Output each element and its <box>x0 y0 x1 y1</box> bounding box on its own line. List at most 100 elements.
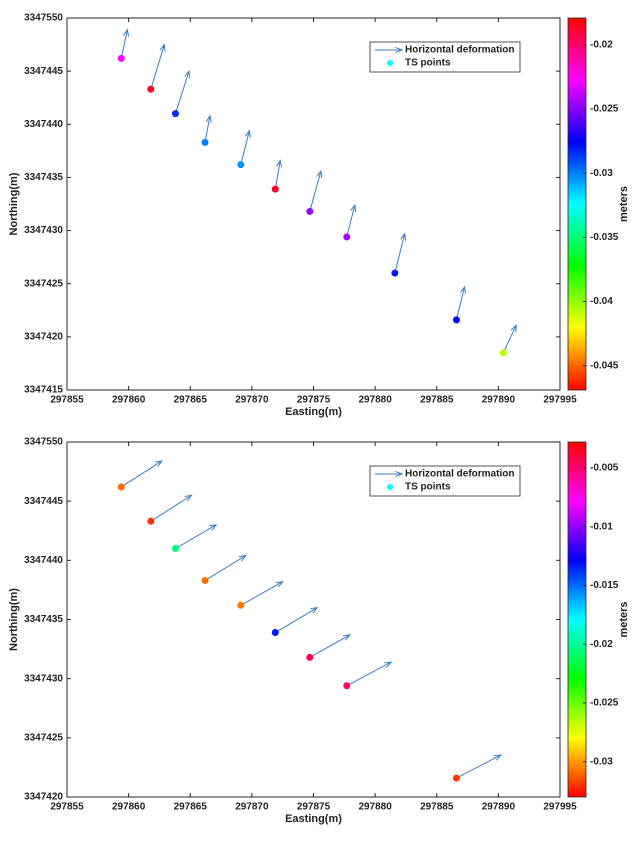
x-tick-label: 297875 <box>297 802 331 813</box>
arrow-shaft <box>346 661 392 687</box>
x-tick-label: 297890 <box>482 802 516 813</box>
y-tick-label: 3347430 <box>24 673 63 684</box>
arrow-head <box>510 323 517 333</box>
y-tick-label: 3347445 <box>24 66 63 77</box>
ts-point <box>343 682 351 690</box>
arrow-shaft <box>150 494 192 522</box>
ts-point <box>237 601 245 609</box>
arrow-head <box>342 634 352 641</box>
arrow-shaft <box>309 170 322 212</box>
x-tick-label: 297870 <box>235 802 269 813</box>
y-tick-label: 3347420 <box>24 792 63 803</box>
x-tick-label: 297875 <box>297 395 331 406</box>
arrow-head <box>350 203 357 213</box>
deformation-arrow <box>120 28 130 59</box>
x-axis-label: Easting(m) <box>285 406 342 418</box>
arrow-head <box>244 129 251 138</box>
arrow-head <box>276 159 283 168</box>
y-tick-label: 3347445 <box>24 496 63 507</box>
x-tick-label: 297890 <box>482 395 516 406</box>
legend-box <box>369 465 521 497</box>
ts-point <box>171 110 179 118</box>
y-axis-label: Northing(m) <box>8 588 20 651</box>
deformation-arrow <box>175 524 218 549</box>
y-tick-label: 3347430 <box>24 225 63 236</box>
colorbar-tick-label: -0.035 <box>590 232 619 243</box>
x-tick-label: 297860 <box>112 802 146 813</box>
ts-point <box>117 54 125 62</box>
deformation-arrow <box>150 494 193 522</box>
x-tick-label: 297880 <box>358 802 392 813</box>
deformation-arrow <box>275 606 319 633</box>
arrow-shaft <box>455 286 465 320</box>
colorbar <box>567 17 587 391</box>
plot-area <box>66 17 561 391</box>
arrow-shaft <box>175 524 217 549</box>
deformation-arrow <box>174 69 191 114</box>
arrow-shaft <box>394 233 406 274</box>
ts-point <box>237 161 245 169</box>
ts-point <box>147 85 155 93</box>
deformation-arrow <box>240 580 284 606</box>
legend-point <box>387 484 393 490</box>
ts-point <box>271 185 279 193</box>
deformation-arrow <box>240 129 251 165</box>
legend-label: Horizontal deformation <box>405 469 514 480</box>
deformation-arrow <box>394 232 407 274</box>
x-tick-label: 297995 <box>543 802 577 813</box>
arrow-shaft <box>502 324 517 354</box>
arrow-head <box>395 46 404 54</box>
ts-point <box>306 207 314 215</box>
ts-point <box>201 576 209 584</box>
x-tick-label: 297860 <box>112 395 146 406</box>
colorbar-tick-label: -0.02 <box>590 639 613 650</box>
legend-point <box>387 60 393 66</box>
deformation-arrow <box>455 285 466 320</box>
ts-point <box>452 774 460 782</box>
ts-point <box>271 629 279 637</box>
arrow-head <box>460 285 466 294</box>
deformation-arrow <box>309 634 352 658</box>
colorbar-label: meters <box>618 186 630 222</box>
y-tick-label: 3347440 <box>24 119 63 130</box>
y-tick-label: 3347415 <box>24 385 63 396</box>
arrow-shaft <box>240 130 250 165</box>
x-tick-label: 297880 <box>358 395 392 406</box>
x-axis-label: Easting(m) <box>285 813 342 825</box>
y-tick-label: 3347425 <box>24 278 63 289</box>
ts-point <box>117 483 125 491</box>
ts-point <box>147 517 155 525</box>
arrow-head <box>159 43 166 52</box>
deformation-arrow <box>502 323 517 354</box>
arrow-head <box>310 606 319 614</box>
colorbar-tick-label: -0.03 <box>590 756 613 767</box>
y-tick-label: 3347435 <box>24 172 63 183</box>
legend-label: Horizontal deformation <box>405 45 514 56</box>
arrow-shaft <box>150 44 165 90</box>
y-tick-label: 3347420 <box>24 331 63 342</box>
arrow-head <box>205 114 212 123</box>
arrow-shaft <box>309 634 351 658</box>
legend-arrow <box>375 46 404 54</box>
x-tick-label: 297855 <box>50 802 84 813</box>
legend-box <box>369 41 521 73</box>
arrow-shaft <box>456 754 502 779</box>
legend-label: TS points <box>405 482 451 493</box>
ts-point <box>499 349 507 357</box>
ts-point <box>306 653 314 661</box>
deformation-arrow <box>274 159 283 190</box>
ts-point <box>452 316 460 324</box>
x-tick-label: 297885 <box>420 395 454 406</box>
arrow-head <box>400 232 407 241</box>
arrow-shaft <box>174 70 190 114</box>
arrow-shaft <box>240 581 283 606</box>
arrow-shaft <box>120 460 163 488</box>
x-tick-label: 297855 <box>50 395 84 406</box>
colorbar-label: meters <box>618 601 630 637</box>
arrow-shaft <box>274 160 281 190</box>
arrow-shaft <box>346 204 356 238</box>
colorbar-tick-label: -0.005 <box>590 463 619 474</box>
arrow-head <box>123 28 130 37</box>
arrow-head <box>238 554 247 562</box>
